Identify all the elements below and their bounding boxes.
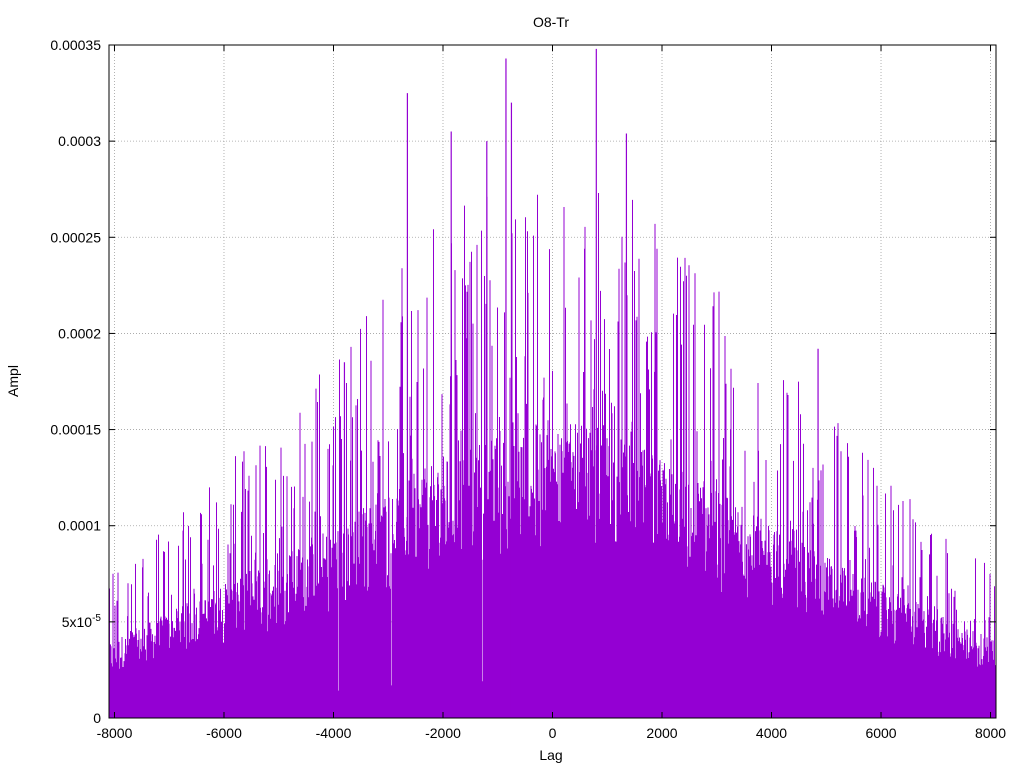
x-axis-label: Lag — [539, 747, 562, 763]
y-axis: 0 5x10-5 0.0001 0.00015 0.0002 0.00025 0.0003 0… — [50, 37, 996, 726]
y-tick-label: 0.0001 — [58, 518, 101, 534]
x-tick-label: -4000 — [316, 725, 352, 741]
bar-field — [108, 193, 997, 718]
y-axis-label: Ampl — [5, 365, 21, 397]
x-tick-label: 2000 — [646, 725, 677, 741]
x-tick-label: -2000 — [425, 725, 461, 741]
x-tick-label: 6000 — [865, 725, 896, 741]
x-tick-label: 8000 — [975, 725, 1006, 741]
x-tick-label: -8000 — [97, 725, 133, 741]
data-bars — [108, 48, 997, 718]
chart-title: O8-Tr — [533, 14, 569, 30]
y-tick-label: 0.0002 — [58, 325, 101, 341]
y-tick-label: 0.00035 — [50, 37, 101, 53]
y-tick-label: 0.00015 — [50, 422, 101, 438]
y-tick-label: 0 — [93, 710, 101, 726]
x-tick-label: -6000 — [206, 725, 242, 741]
x-tick-label: 0 — [549, 725, 557, 741]
y-tick-label: 5x10-5 — [62, 613, 102, 630]
x-tick-label: 4000 — [756, 725, 787, 741]
x-axis: -8000 -6000 -4000 -2000 0 2000 4000 6000 8000 — [97, 45, 1006, 741]
y-tick-label: 0.0003 — [58, 133, 101, 149]
y-tick-label: 0.00025 — [50, 229, 101, 245]
